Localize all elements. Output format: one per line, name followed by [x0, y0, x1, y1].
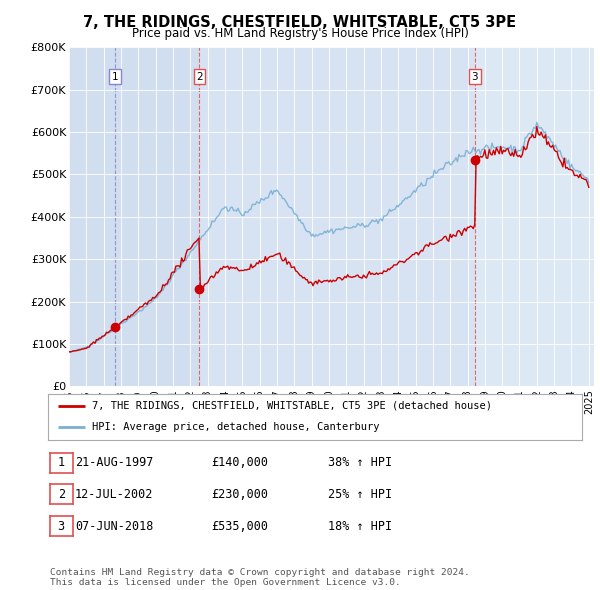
Bar [199, 47, 475, 386]
Text: 12-JUL-2002: 12-JUL-2002 [75, 488, 153, 501]
Text: £230,000: £230,000 [212, 488, 269, 501]
Text: 07-JUN-2018: 07-JUN-2018 [75, 520, 153, 533]
Text: £535,000: £535,000 [212, 520, 269, 533]
Text: 2: 2 [58, 488, 65, 501]
Text: 7, THE RIDINGS, CHESTFIELD, WHITSTABLE, CT5 3PE: 7, THE RIDINGS, CHESTFIELD, WHITSTABLE, … [83, 15, 517, 30]
Text: £140,000: £140,000 [212, 456, 269, 469]
Text: 1: 1 [112, 72, 118, 82]
Text: 2: 2 [196, 72, 203, 82]
Text: 7, THE RIDINGS, CHESTFIELD, WHITSTABLE, CT5 3PE (detached house): 7, THE RIDINGS, CHESTFIELD, WHITSTABLE, … [92, 401, 492, 411]
Text: 1: 1 [58, 456, 65, 469]
Text: 3: 3 [472, 72, 478, 82]
Text: Price paid vs. HM Land Registry's House Price Index (HPI): Price paid vs. HM Land Registry's House … [131, 27, 469, 40]
Bar [115, 47, 199, 386]
Text: HPI: Average price, detached house, Canterbury: HPI: Average price, detached house, Cant… [92, 422, 379, 432]
Text: 38% ↑ HPI: 38% ↑ HPI [328, 456, 392, 469]
Bar [69, 47, 115, 386]
Text: 25% ↑ HPI: 25% ↑ HPI [328, 488, 392, 501]
Text: 21-AUG-1997: 21-AUG-1997 [75, 456, 153, 469]
Text: Contains HM Land Registry data © Crown copyright and database right 2024.
This d: Contains HM Land Registry data © Crown c… [50, 568, 470, 587]
Text: 18% ↑ HPI: 18% ↑ HPI [328, 520, 392, 533]
Text: 3: 3 [58, 520, 65, 533]
